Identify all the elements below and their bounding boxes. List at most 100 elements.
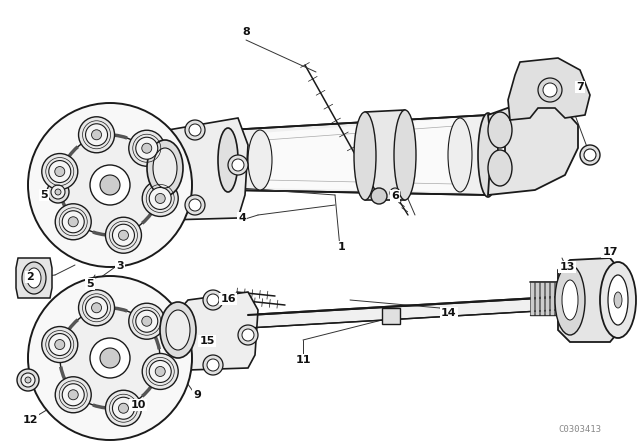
Circle shape xyxy=(142,316,152,326)
Polygon shape xyxy=(260,118,460,192)
Circle shape xyxy=(207,294,219,306)
Circle shape xyxy=(92,303,102,313)
Text: 16: 16 xyxy=(220,294,236,304)
Circle shape xyxy=(90,338,130,378)
Circle shape xyxy=(100,348,120,368)
Ellipse shape xyxy=(28,103,192,267)
Polygon shape xyxy=(555,282,559,315)
Ellipse shape xyxy=(22,262,46,294)
Polygon shape xyxy=(580,282,584,315)
Circle shape xyxy=(86,297,108,319)
Polygon shape xyxy=(550,282,554,315)
Circle shape xyxy=(55,167,65,177)
Text: 10: 10 xyxy=(131,400,146,410)
Text: 15: 15 xyxy=(199,336,214,346)
Polygon shape xyxy=(535,282,540,315)
Circle shape xyxy=(42,327,78,362)
Text: 14: 14 xyxy=(441,308,457,318)
Circle shape xyxy=(106,217,141,253)
Circle shape xyxy=(68,217,78,227)
Circle shape xyxy=(129,130,164,166)
Polygon shape xyxy=(585,282,589,315)
Circle shape xyxy=(203,290,223,310)
Text: 7: 7 xyxy=(576,82,584,92)
Circle shape xyxy=(185,120,205,140)
Text: 17: 17 xyxy=(602,247,618,257)
Ellipse shape xyxy=(478,113,498,197)
Text: 4: 4 xyxy=(238,213,246,223)
Text: 1: 1 xyxy=(338,242,346,252)
Text: 3: 3 xyxy=(116,261,124,271)
Circle shape xyxy=(207,359,219,371)
Circle shape xyxy=(62,384,84,406)
Circle shape xyxy=(242,329,254,341)
Circle shape xyxy=(142,353,178,389)
Ellipse shape xyxy=(218,128,238,192)
Polygon shape xyxy=(365,110,405,200)
Ellipse shape xyxy=(394,110,416,200)
Circle shape xyxy=(129,303,164,339)
Circle shape xyxy=(100,175,120,195)
Circle shape xyxy=(86,124,108,146)
Circle shape xyxy=(25,377,31,383)
Circle shape xyxy=(584,149,596,161)
Circle shape xyxy=(79,290,115,326)
Polygon shape xyxy=(545,282,549,315)
Ellipse shape xyxy=(371,188,387,204)
Circle shape xyxy=(156,366,165,376)
Circle shape xyxy=(185,195,205,215)
Circle shape xyxy=(55,189,61,195)
Circle shape xyxy=(42,154,78,190)
Ellipse shape xyxy=(488,150,512,186)
Text: 5: 5 xyxy=(86,279,94,289)
Polygon shape xyxy=(155,118,248,220)
Ellipse shape xyxy=(488,112,512,148)
Text: 6: 6 xyxy=(391,191,399,201)
Circle shape xyxy=(47,181,69,203)
Text: C0303413: C0303413 xyxy=(559,426,602,435)
Circle shape xyxy=(156,194,165,203)
Polygon shape xyxy=(595,282,600,315)
Circle shape xyxy=(17,369,39,391)
Ellipse shape xyxy=(147,140,183,196)
Circle shape xyxy=(55,340,65,349)
Polygon shape xyxy=(228,115,488,195)
Circle shape xyxy=(232,159,244,171)
Polygon shape xyxy=(382,308,400,324)
Circle shape xyxy=(142,181,178,216)
Text: 8: 8 xyxy=(242,27,250,37)
Circle shape xyxy=(106,390,141,426)
Circle shape xyxy=(49,334,71,356)
Circle shape xyxy=(580,145,600,165)
Polygon shape xyxy=(508,58,590,120)
Polygon shape xyxy=(248,295,590,328)
Circle shape xyxy=(189,124,201,136)
Text: 2: 2 xyxy=(26,272,34,282)
Ellipse shape xyxy=(28,276,192,440)
Ellipse shape xyxy=(562,280,578,320)
Ellipse shape xyxy=(248,130,272,190)
Circle shape xyxy=(142,143,152,153)
Polygon shape xyxy=(560,282,564,315)
Circle shape xyxy=(90,165,130,205)
Circle shape xyxy=(79,117,115,153)
Circle shape xyxy=(149,187,172,210)
Polygon shape xyxy=(575,282,579,315)
Circle shape xyxy=(113,224,134,246)
Text: 5: 5 xyxy=(40,190,48,200)
Circle shape xyxy=(51,185,65,199)
Circle shape xyxy=(228,155,248,175)
Circle shape xyxy=(21,373,35,387)
Ellipse shape xyxy=(614,292,622,308)
Circle shape xyxy=(55,377,92,413)
Circle shape xyxy=(189,199,201,211)
Polygon shape xyxy=(16,258,52,298)
Polygon shape xyxy=(530,282,534,315)
Polygon shape xyxy=(570,282,574,315)
Ellipse shape xyxy=(166,310,190,350)
Circle shape xyxy=(538,78,562,102)
Ellipse shape xyxy=(60,308,160,408)
Ellipse shape xyxy=(555,265,585,335)
Circle shape xyxy=(543,83,557,97)
Circle shape xyxy=(136,310,158,332)
